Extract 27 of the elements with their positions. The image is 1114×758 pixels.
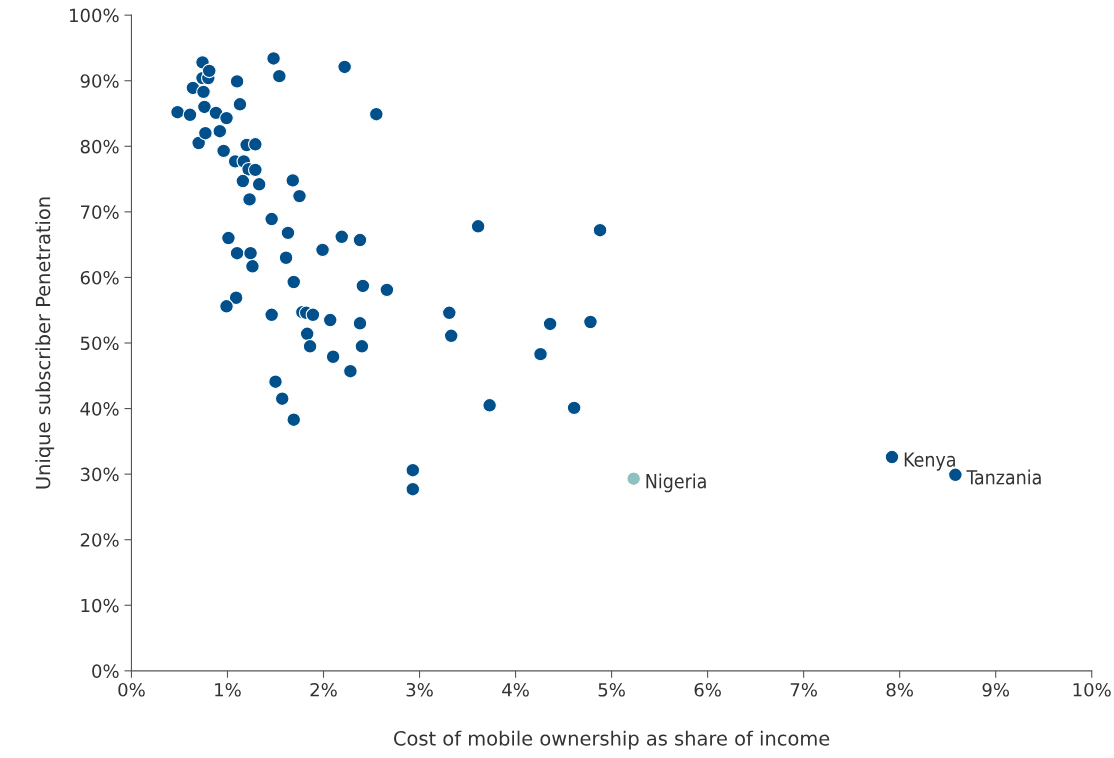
x-tick-label: 9% [982, 682, 1010, 697]
y-tick-label: 100% [70, 8, 119, 23]
x-tick-label: 1% [215, 682, 241, 697]
y-tick-label: 0% [92, 664, 119, 678]
y-tick-label: 20% [80, 533, 119, 547]
annotation: Tanzania [966, 469, 1041, 485]
y-tick-label: 10% [81, 598, 119, 613]
x-tick-label: 6% [694, 682, 721, 697]
x-tick-label: 5% [598, 682, 625, 697]
x-tick-label: 4% [502, 682, 529, 697]
annotation: Kenya [904, 452, 955, 471]
x-tick-label: 3% [406, 682, 433, 697]
y-tick-label: 60% [80, 270, 119, 285]
y-tick-label: 30% [80, 467, 119, 482]
y-tick-label: 90% [80, 74, 119, 88]
x-tick-label: 8% [886, 682, 913, 697]
x-axis-title: Cost of mobile ownership as share of income [394, 730, 830, 750]
y-tick-label: 50% [80, 336, 119, 351]
y-axis-title: Unique subscriber Penetration [35, 197, 55, 489]
x-tick-label: 7% [790, 682, 817, 697]
x-tick-label: 0% [118, 682, 145, 697]
x-tick-label: 2% [310, 682, 337, 697]
annotation: Nigeria [646, 473, 706, 493]
x-tick-label: 10% [1073, 682, 1111, 697]
y-tick-label: 40% [80, 402, 119, 416]
y-tick-label: 70% [81, 205, 119, 219]
y-tick-label: 80% [80, 139, 119, 154]
